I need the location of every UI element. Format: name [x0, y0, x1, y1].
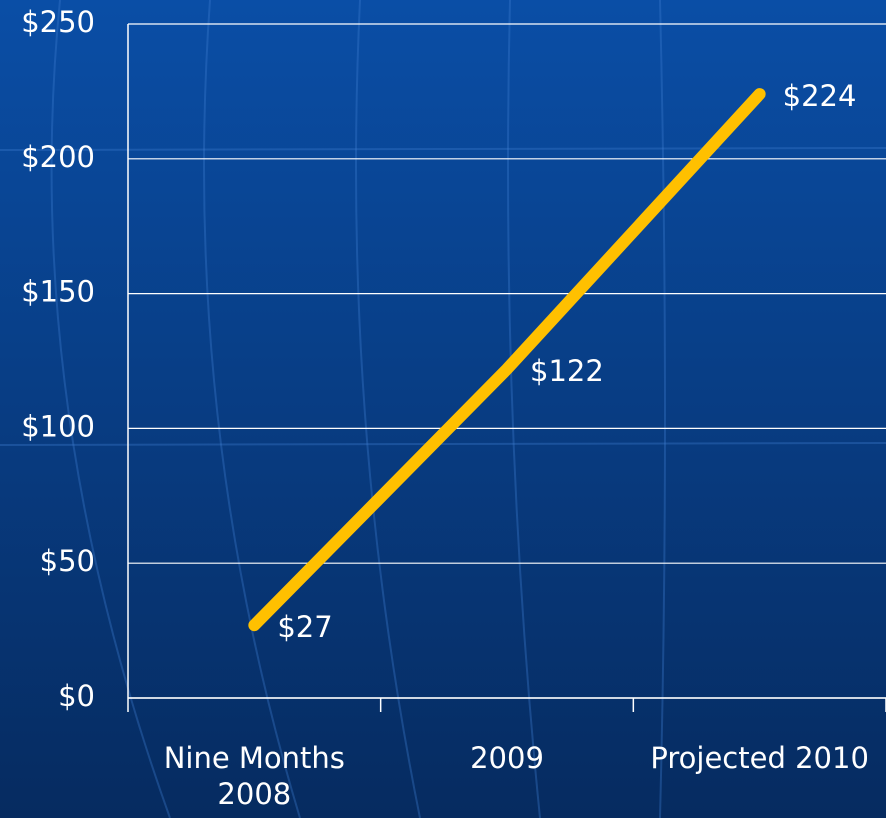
- y-tick-label: $150: [21, 275, 95, 309]
- data-label: $27: [277, 610, 332, 644]
- y-tick-label: $250: [21, 5, 95, 39]
- y-tick-label: $200: [21, 140, 95, 174]
- x-tick-label: 2009: [470, 741, 544, 775]
- x-tick-label: Nine Months 2008: [163, 741, 345, 811]
- line: [248, 88, 766, 632]
- data-label: $224: [783, 79, 857, 113]
- y-tick-label: $100: [21, 409, 95, 443]
- data-label: $122: [530, 354, 604, 388]
- x-tick-label: Projected 2010: [650, 741, 869, 775]
- y-tick-label: $0: [58, 679, 95, 713]
- y-tick-label: $50: [40, 544, 95, 578]
